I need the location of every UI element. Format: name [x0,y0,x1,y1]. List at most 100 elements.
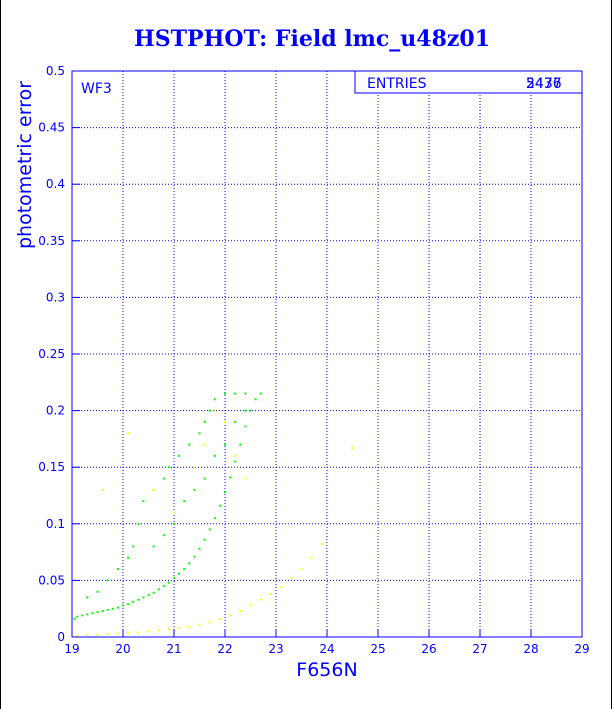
green-data-point [162,477,165,480]
y-tick-label: 0.3 [46,290,65,304]
yellow-data-point [203,443,206,446]
y-tick-label: 0.2 [46,404,65,418]
green-data-point [96,590,99,593]
green-data-point [173,577,175,580]
panel-label: WF3 [81,81,112,97]
x-axis-ticks: 19 20 21 22 23 24 25 26 27 28 29 [64,629,590,656]
green-data-point [162,534,165,537]
chart-title: HSTPHOT: Field lmc_u48z01 [134,26,490,52]
green-data-point [224,443,226,446]
y-tick-label: 0.45 [38,121,65,135]
x-tick-label: 25 [370,642,385,656]
green-data-point [188,562,191,565]
green-data-point [224,392,226,395]
green-data-point [203,477,206,480]
yellow-data-point [127,432,130,435]
yellow-data-point [127,631,130,634]
x-tick-label: 29 [574,642,589,656]
green-data-point [203,538,206,541]
yellow-data-point [106,632,109,635]
green-data-point [142,500,145,503]
yellow-data-point [259,598,262,601]
yellow-data-point [224,420,226,423]
yellow-data-point [96,633,99,636]
green-data-point [244,409,247,412]
yellow-data-point [269,592,272,595]
green-data-point [147,594,150,597]
yellow-data-point [208,621,211,624]
green-data-point [193,488,196,491]
green-data-point [106,579,109,582]
y-tick-label: 0.4 [46,177,65,191]
green-data-point [213,517,216,520]
green-data-point [213,454,216,457]
yellow-data-point [152,488,155,491]
x-tick-label: 26 [421,642,436,656]
stats-value-1: 2437 [526,76,562,92]
yellow-data-point [188,625,191,628]
stats-box-frame [354,70,583,94]
yellow-data-point [249,604,252,607]
yellow-data-point [198,623,201,626]
green-data-point [244,392,247,395]
yellow-data-point [101,488,104,491]
y-tick-label: 0.1 [46,517,65,531]
green-data-point [183,500,186,503]
yellow-data-point [300,568,303,571]
green-data-point [249,409,252,412]
yellow-data-point [280,586,283,589]
green-data-point [203,420,206,423]
green-data-point [137,522,140,525]
x-tick-label: 21 [166,642,181,656]
x-tick-label: 23 [268,642,283,656]
green-data-point [234,392,237,395]
yellow-data-point [76,634,79,637]
yellow-data-point [234,454,237,457]
yellow-data-point [193,466,196,469]
yellow-data-point [167,628,170,631]
x-tick-label: 27 [472,642,487,656]
y-axis-label: photometric error [14,81,36,249]
green-data-point [162,585,165,588]
green-data-point [142,596,145,599]
green-data-point [76,615,79,618]
yellow-data-point [351,446,354,449]
green-data-point [127,603,130,606]
green-data-point [157,588,160,591]
green-data-point [218,504,221,507]
green-data-point [213,398,216,401]
y-tick-label: 0.35 [38,234,65,248]
plot-grid [72,71,582,637]
green-data-point [101,609,104,612]
green-data-point [234,460,237,463]
green-data-point [152,545,155,548]
green-data-point [178,572,181,575]
yellow-data-point [218,617,221,620]
yellow-data-point [116,632,119,635]
yellow-data-point [290,577,293,580]
green-data-point [96,611,99,614]
x-tick-label: 24 [319,642,334,656]
x-tick-label: 19 [64,642,79,656]
yellow-data-point [173,511,175,514]
green-data-point [198,547,201,550]
green-data-point [152,591,155,594]
green-data-point [244,425,247,428]
yellow-data-point [137,631,140,634]
yellow-data-point [244,477,247,480]
yellow-data-point [229,614,232,617]
green-data-point [173,522,175,525]
stats-label: ENTRIES [367,76,427,92]
yellow-data-point [147,630,150,633]
yellow-data-point [239,609,242,612]
y-tick-label: 0 [57,630,65,644]
green-data-point [116,606,119,609]
yellow-data-point [86,633,89,636]
green-data-point [224,491,226,494]
green-data-point [239,443,242,446]
x-axis-label: F656N [296,659,357,681]
y-axis-ticks: 0 0.05 0.1 0.15 0.2 0.25 0.3 0.35 0.4 0.45 0.5 [38,64,80,644]
stats-value-2: 5476 [526,76,562,92]
